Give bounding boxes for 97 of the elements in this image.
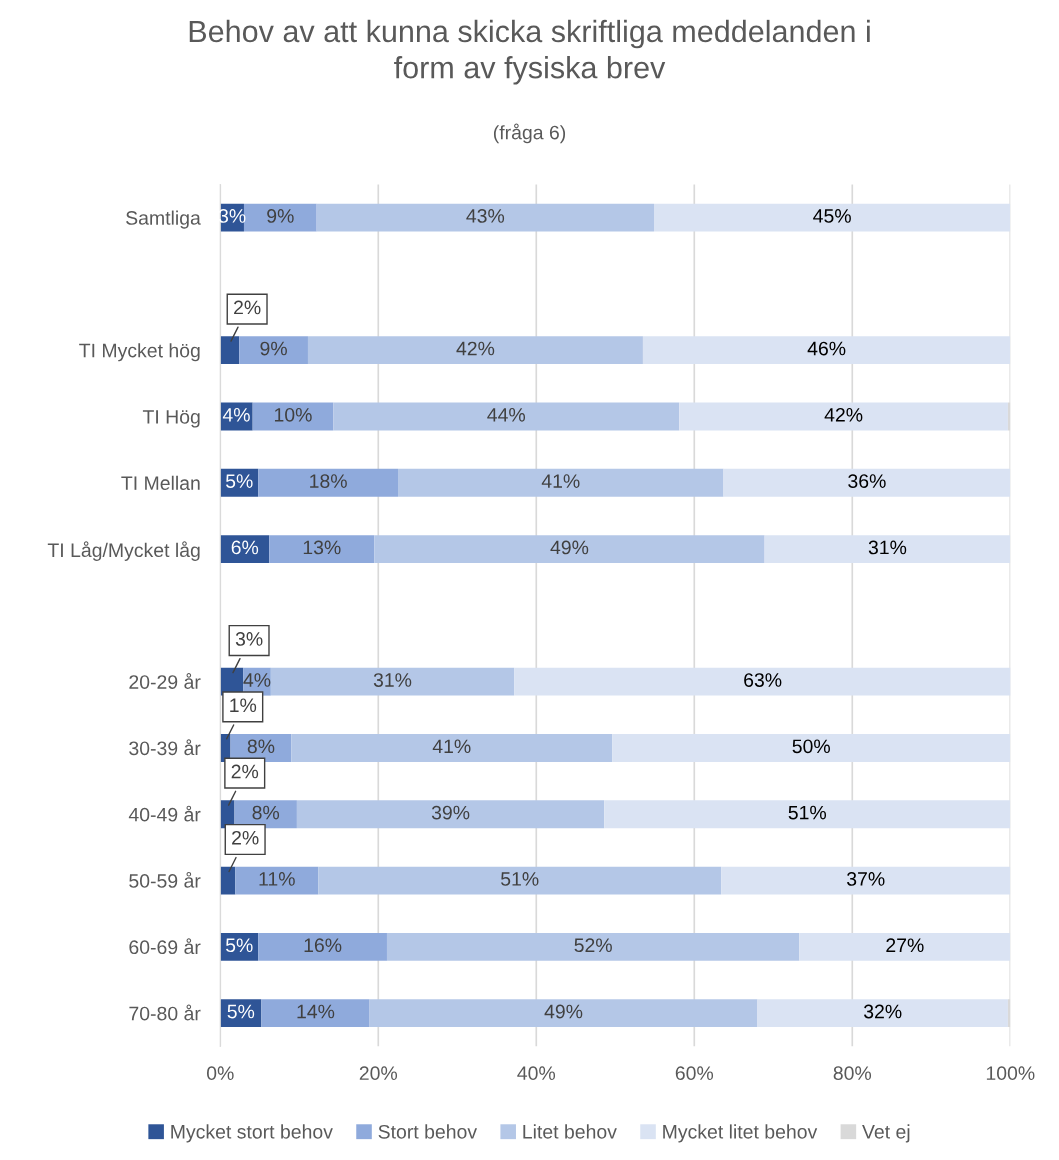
data-label: 36% (848, 474, 886, 488)
x-tick-label: 60% (675, 1066, 714, 1081)
data-label: 13% (303, 540, 341, 555)
data-label: 3% (235, 632, 263, 646)
x-tick-label: 80% (833, 1066, 872, 1081)
bar (269, 535, 375, 563)
bar (239, 336, 308, 365)
bar (261, 999, 370, 1028)
bar (642, 336, 1011, 365)
x-tick-label: 40% (517, 1066, 556, 1081)
bar (270, 667, 515, 696)
data-label: 31% (868, 540, 907, 555)
x-tick-label: 0% (206, 1066, 234, 1081)
data-label: 8% (247, 739, 275, 754)
y-tick-label: Samtliga (126, 210, 201, 229)
x-tick-label: 100% (986, 1066, 1035, 1081)
bar (612, 734, 1011, 762)
legend-label: Litet behov (523, 1124, 617, 1139)
data-label: 39% (431, 805, 470, 820)
bar (764, 535, 1011, 563)
data-label: 42% (824, 407, 863, 422)
legend-label: Stort behov (378, 1124, 478, 1139)
data-label: 1% (230, 698, 257, 713)
bar (799, 932, 1011, 961)
bar (258, 932, 387, 961)
bar (721, 866, 1011, 895)
bar (235, 866, 319, 895)
legend-label: Mycket stort behov (171, 1124, 333, 1143)
y-tick-label: 30-39 år (129, 739, 201, 756)
data-label: 51% (788, 805, 827, 820)
data-label: 37% (847, 872, 885, 886)
bar (398, 468, 724, 497)
legend-label: Vet ej (862, 1124, 910, 1143)
y-tick-label: TI Mellan (121, 475, 200, 491)
y-tick-label: TI Låg/Mycket låg (47, 541, 200, 561)
data-label: 9% (267, 209, 294, 223)
data-label: 2% (232, 830, 259, 845)
y-tick-label: TI Hög (142, 410, 200, 428)
x-tick-label: 20% (359, 1066, 398, 1081)
y-tick-label: 40-49 år (128, 805, 201, 822)
chart-title: Behov av att kunna skicka skriftliga meddelanden i form av fysiska brev (189, 19, 870, 85)
data-label: 10% (274, 407, 312, 422)
data-label: 8% (252, 805, 280, 820)
data-label: 41% (541, 474, 580, 488)
bar (307, 336, 643, 365)
data-label: 14% (297, 1004, 335, 1019)
bar (369, 999, 758, 1028)
bar (514, 667, 1011, 696)
y-tick-label: 20-29 år (129, 673, 201, 689)
bar (220, 336, 240, 365)
data-label: 51% (501, 872, 539, 886)
data-label: 2% (231, 764, 259, 779)
data-label: 49% (550, 540, 589, 555)
y-tick-label: 60-69 år (129, 938, 201, 955)
data-label: 6% (231, 540, 259, 555)
data-label: 11% (259, 872, 295, 886)
bar (291, 734, 613, 762)
data-label: 45% (813, 209, 851, 223)
bar (333, 402, 680, 431)
bar (604, 800, 1011, 829)
y-tick-label: TI Mycket hög (79, 343, 200, 362)
data-label: 42% (456, 341, 495, 356)
data-label: 4% (222, 408, 250, 422)
data-label: 44% (487, 408, 526, 422)
data-label: 16% (304, 938, 342, 953)
data-label: 2% (234, 300, 261, 315)
data-label: 27% (886, 938, 924, 953)
chart-subtitle: (fråga 6) (493, 123, 566, 144)
data-label: 52% (574, 938, 612, 953)
data-label: 5% (225, 938, 253, 953)
legend-label: Mycket litet behov (663, 1124, 818, 1143)
data-label: 46% (807, 341, 846, 356)
bar (220, 535, 270, 563)
data-label: 63% (744, 673, 782, 687)
data-label: 9% (260, 341, 287, 356)
data-label: 5% (225, 474, 253, 488)
data-label: 43% (466, 209, 505, 223)
data-label: 32% (863, 1004, 902, 1019)
data-label: 31% (373, 673, 412, 687)
bar (318, 866, 722, 895)
bar (316, 203, 654, 232)
bar (679, 402, 1008, 431)
bar (386, 932, 800, 961)
y-tick-label: 50-59 år (129, 871, 201, 888)
data-label: 49% (544, 1004, 583, 1019)
bar (723, 468, 1011, 497)
data-label: 18% (310, 474, 347, 488)
data-label: 5% (227, 1004, 255, 1019)
bar (653, 203, 1011, 232)
data-label: 41% (432, 739, 471, 754)
bar (757, 999, 1008, 1028)
y-tick-label: 70-80 år (129, 1004, 201, 1021)
bar (374, 535, 765, 563)
bar (296, 800, 605, 829)
bar (258, 468, 399, 497)
data-label: 50% (792, 739, 830, 754)
data-label: 4% (243, 673, 271, 687)
